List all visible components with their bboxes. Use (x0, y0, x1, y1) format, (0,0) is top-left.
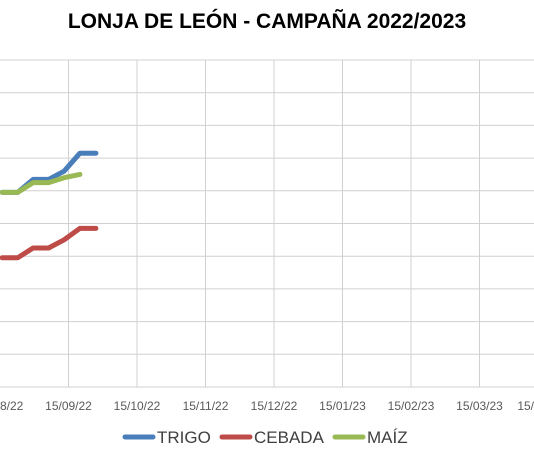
x-tick-label: 15/ (517, 399, 534, 413)
gridlines (0, 59, 534, 388)
legend-label-cebada: CEBADA (254, 428, 325, 447)
chart-title: LONJA DE LEÓN - CAMPAÑA 2022/2023 (67, 10, 467, 33)
x-tick-label: 15/01/23 (319, 399, 366, 413)
x-tick-label: 15/11/22 (183, 399, 229, 413)
series-lines (0, 150, 99, 261)
x-tick-label: 15/09/22 (45, 399, 92, 413)
series-line-trigo (0, 150, 99, 195)
series-line-maíz (0, 171, 83, 195)
x-tick-label: 15/10/22 (114, 399, 161, 413)
series-line-cebada (0, 225, 99, 261)
legend-label-maíz: MAÍZ (367, 428, 408, 447)
x-tick-label: 15/03/23 (456, 399, 503, 413)
x-tick-label: 15/02/23 (388, 399, 435, 413)
legend: TRIGO CEBADA MAÍZ (122, 428, 408, 447)
x-axis-ticks: 8/22 15/09/22 15/10/22 15/11/22 15/12/22 15/0… (0, 399, 534, 413)
legend-label-trigo: TRIGO (157, 428, 211, 447)
x-tick-label: 15/12/22 (251, 399, 298, 413)
x-tick-label: 8/22 (0, 399, 24, 413)
